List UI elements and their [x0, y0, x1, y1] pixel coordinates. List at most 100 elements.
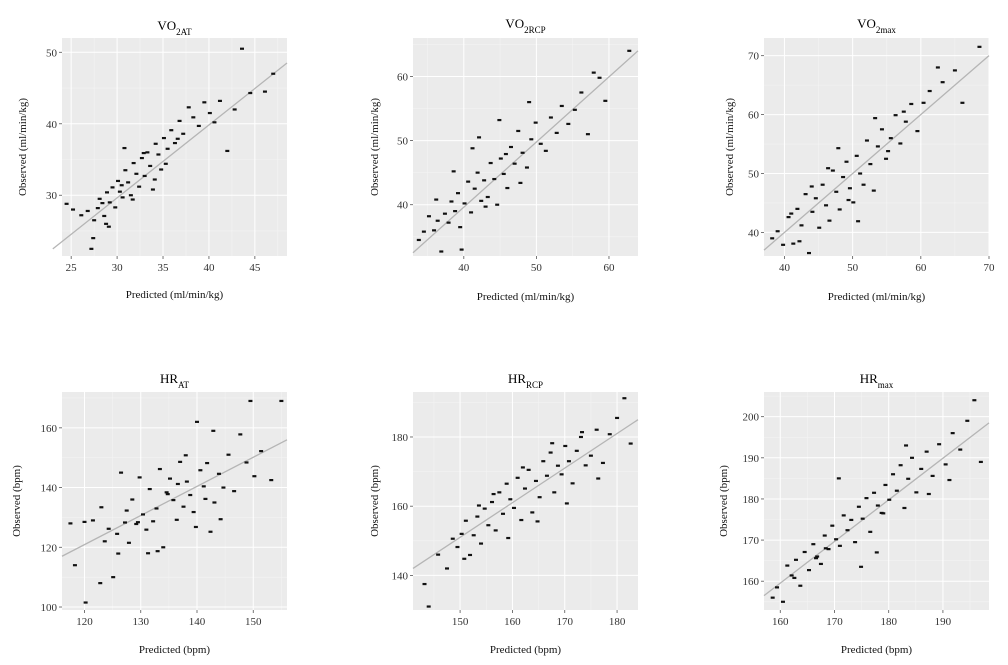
data-point: [826, 167, 831, 170]
panel-title-main: VO: [505, 16, 524, 31]
y-tick-label: 40: [748, 227, 760, 239]
data-point: [106, 225, 111, 228]
data-point: [901, 110, 906, 113]
data-point: [95, 207, 100, 210]
data-point: [135, 521, 140, 524]
data-point: [607, 433, 612, 436]
data-point: [181, 132, 186, 135]
data-point: [871, 189, 876, 192]
data-point: [122, 146, 127, 150]
data-point: [960, 101, 965, 104]
data-point: [445, 567, 450, 570]
data-point: [894, 489, 899, 492]
data-point: [836, 147, 841, 150]
data-point: [775, 586, 780, 589]
data-point: [150, 188, 155, 191]
data-point: [178, 460, 183, 463]
data-point: [947, 478, 952, 482]
data-point: [803, 193, 808, 196]
plot-background: [62, 38, 287, 256]
data-point: [463, 519, 468, 522]
data-point: [544, 474, 549, 477]
data-point: [203, 497, 208, 501]
data-point: [248, 91, 253, 95]
data-point: [512, 162, 517, 165]
panel-title-subscript: 2AT: [176, 27, 192, 37]
data-point: [116, 179, 121, 183]
data-point: [172, 141, 177, 145]
data-point: [883, 483, 888, 487]
data-point: [477, 136, 482, 139]
x-tick-label: 160: [772, 616, 789, 628]
data-point: [212, 121, 217, 124]
data-point: [887, 498, 892, 501]
data-point: [921, 101, 926, 104]
data-point: [861, 183, 866, 186]
data-point: [527, 101, 532, 104]
data-point: [827, 219, 832, 222]
scatter-panel-5: 150 160 170 180 140 160 180 HRRCP Predicted (bpm…: [369, 371, 639, 656]
y-tick-label: 190: [743, 453, 760, 465]
data-point: [872, 491, 877, 494]
data-point: [898, 464, 903, 467]
data-point: [940, 81, 945, 84]
data-point: [165, 147, 170, 150]
data-point: [508, 498, 513, 501]
data-point: [68, 522, 73, 525]
data-point: [175, 137, 180, 140]
data-point: [131, 161, 136, 165]
x-tick-label: 50: [531, 262, 543, 274]
data-point: [137, 476, 142, 479]
data-point: [497, 118, 502, 122]
data-point: [566, 460, 571, 463]
y-tick-label: 50: [46, 47, 58, 59]
data-point: [130, 198, 135, 201]
data-point: [435, 219, 440, 222]
y-tick-label: 180: [392, 432, 409, 444]
y-axis-label: Observed (ml/min/kg): [17, 98, 29, 196]
data-point: [426, 605, 431, 608]
data-point: [583, 464, 588, 467]
x-tick-label: 40: [458, 262, 470, 274]
data-point: [106, 527, 111, 530]
data-point: [594, 428, 599, 431]
data-point: [935, 66, 940, 69]
data-point: [868, 162, 873, 166]
data-point: [844, 160, 849, 163]
data-point: [781, 243, 786, 246]
data-point: [271, 72, 276, 75]
data-point: [115, 532, 120, 535]
data-point: [926, 492, 931, 496]
data-point: [449, 200, 454, 203]
data-point: [490, 500, 495, 504]
x-tick-label: 180: [880, 616, 897, 628]
data-point: [126, 541, 131, 544]
data-point: [434, 198, 439, 201]
data-point: [904, 444, 909, 447]
data-point: [155, 550, 160, 553]
data-point: [493, 529, 498, 532]
y-tick-label: 60: [748, 110, 760, 122]
y-tick-label: 60: [397, 71, 409, 83]
data-point: [884, 157, 889, 160]
data-point: [142, 174, 147, 178]
data-point: [439, 250, 444, 253]
data-point: [799, 224, 804, 227]
data-point: [919, 467, 924, 471]
x-axis-label: Predicted (bpm): [841, 644, 913, 656]
data-point: [468, 553, 473, 557]
data-point: [504, 482, 509, 485]
data-point: [151, 520, 156, 523]
data-point: [498, 157, 503, 160]
data-point: [977, 45, 982, 48]
data-point: [259, 450, 264, 453]
data-point: [119, 184, 124, 187]
data-point: [915, 129, 920, 133]
data-point: [152, 178, 157, 181]
panel-title: HRmax: [860, 371, 894, 390]
data-point: [898, 142, 903, 145]
x-tick-label: 50: [847, 262, 859, 274]
data-point: [815, 555, 820, 558]
data-point: [578, 435, 583, 439]
data-point: [82, 520, 87, 524]
